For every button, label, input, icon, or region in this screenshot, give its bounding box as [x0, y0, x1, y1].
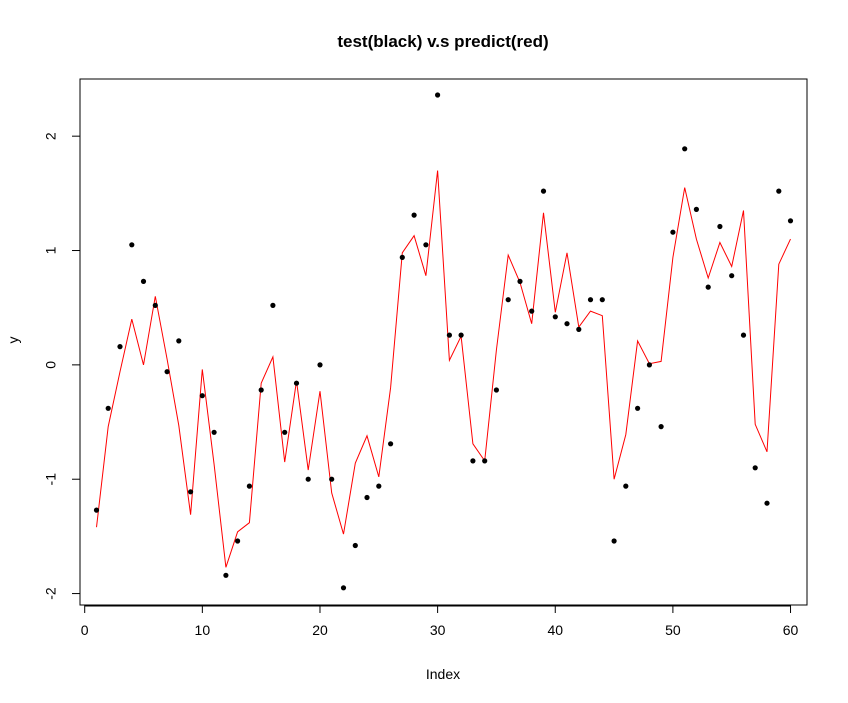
- predict-line: [96, 170, 791, 568]
- y-tick-label: 2: [43, 132, 59, 140]
- test-point: [576, 326, 582, 332]
- x-tick-label: 60: [783, 622, 799, 638]
- test-point: [446, 332, 452, 338]
- test-point: [211, 429, 217, 435]
- test-point: [623, 483, 629, 489]
- x-axis-label: Index: [426, 666, 460, 682]
- test-point: [517, 278, 523, 284]
- x-tick-label: 10: [195, 622, 211, 638]
- test-point: [376, 483, 382, 489]
- test-point: [282, 429, 288, 435]
- chart-title: test(black) v.s predict(red): [337, 32, 548, 51]
- test-point: [646, 362, 653, 368]
- test-point: [388, 441, 394, 447]
- y-tick-label: 0: [43, 361, 59, 369]
- y-tick-label: -2: [43, 587, 59, 600]
- test-point: [293, 380, 300, 386]
- test-point: [705, 284, 711, 290]
- test-point: [776, 188, 782, 194]
- x-axis: 0 10 20 30 40 50 60: [81, 605, 799, 638]
- test-point: [635, 405, 641, 411]
- test-point: [599, 297, 605, 303]
- test-point: [152, 302, 158, 308]
- test-point: [529, 308, 535, 314]
- test-point: [399, 254, 405, 260]
- test-point: [117, 344, 123, 350]
- test-point: [223, 572, 229, 578]
- test-point: [658, 424, 664, 430]
- test-point: [246, 483, 252, 489]
- test-point: [470, 458, 476, 464]
- x-tick-label: 30: [430, 622, 446, 638]
- test-point: [105, 405, 111, 411]
- x-tick-label: 0: [81, 622, 89, 638]
- test-point: [199, 393, 205, 399]
- test-point: [411, 212, 417, 218]
- test-point: [752, 465, 758, 471]
- test-point: [352, 542, 358, 549]
- y-tick-label: 1: [43, 246, 59, 254]
- test-point: [493, 387, 499, 393]
- test-point: [682, 146, 688, 152]
- test-point: [93, 507, 100, 513]
- test-point: [564, 321, 570, 327]
- test-point: [329, 476, 335, 482]
- test-point: [717, 223, 723, 230]
- test-point: [129, 242, 135, 248]
- test-point: [235, 538, 241, 544]
- test-point: [482, 458, 488, 464]
- test-point: [364, 494, 370, 501]
- test-point: [740, 332, 747, 338]
- x-tick-label: 40: [547, 622, 563, 638]
- plot-frame: [79, 78, 808, 606]
- test-point: [305, 476, 311, 482]
- test-point: [611, 538, 617, 544]
- test-point: [587, 297, 594, 303]
- y-axis-label: y: [5, 337, 21, 344]
- test-point: [693, 206, 700, 212]
- test-point: [164, 369, 170, 375]
- test-point: [435, 92, 441, 98]
- y-axis: -2 -1 0 1 2: [43, 132, 81, 600]
- test-point: [270, 302, 276, 308]
- test-point: [176, 338, 182, 344]
- x-tick-label: 50: [665, 622, 681, 638]
- test-point: [787, 218, 794, 224]
- series-layer: [93, 92, 794, 591]
- test-point: [552, 314, 558, 320]
- test-point: [258, 387, 264, 393]
- test-point: [764, 500, 770, 506]
- test-point: [458, 332, 464, 338]
- x-tick-label: 20: [312, 622, 328, 638]
- test-point: [540, 188, 547, 194]
- test-point: [423, 242, 429, 248]
- test-point: [188, 489, 194, 495]
- test-point: [140, 278, 147, 284]
- test-point: [317, 362, 323, 368]
- y-tick-label: -1: [43, 473, 59, 486]
- test-point: [505, 297, 511, 303]
- test-point: [340, 585, 347, 591]
- test-point: [729, 273, 735, 279]
- test-point: [670, 229, 676, 235]
